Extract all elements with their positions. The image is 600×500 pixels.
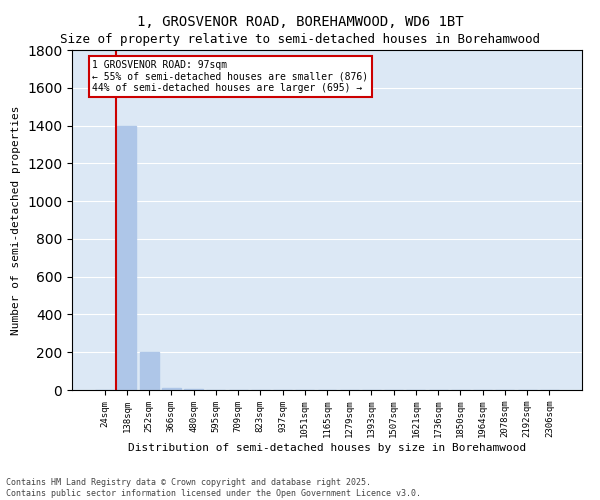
Text: 1 GROSVENOR ROAD: 97sqm
← 55% of semi-detached houses are smaller (876)
44% of s: 1 GROSVENOR ROAD: 97sqm ← 55% of semi-de…: [92, 60, 368, 94]
Bar: [184, 389, 203, 390]
Bar: [162, 388, 181, 390]
X-axis label: Distribution of semi-detached houses by size in Borehamwood: Distribution of semi-detached houses by …: [128, 443, 526, 453]
Text: 1, GROSVENOR ROAD, BOREHAMWOOD, WD6 1BT: 1, GROSVENOR ROAD, BOREHAMWOOD, WD6 1BT: [137, 15, 463, 29]
Bar: [118, 126, 136, 390]
Y-axis label: Number of semi-detached properties: Number of semi-detached properties: [11, 106, 22, 335]
Bar: [140, 352, 158, 390]
Text: Size of property relative to semi-detached houses in Borehamwood: Size of property relative to semi-detach…: [60, 32, 540, 46]
Text: Contains HM Land Registry data © Crown copyright and database right 2025.
Contai: Contains HM Land Registry data © Crown c…: [6, 478, 421, 498]
